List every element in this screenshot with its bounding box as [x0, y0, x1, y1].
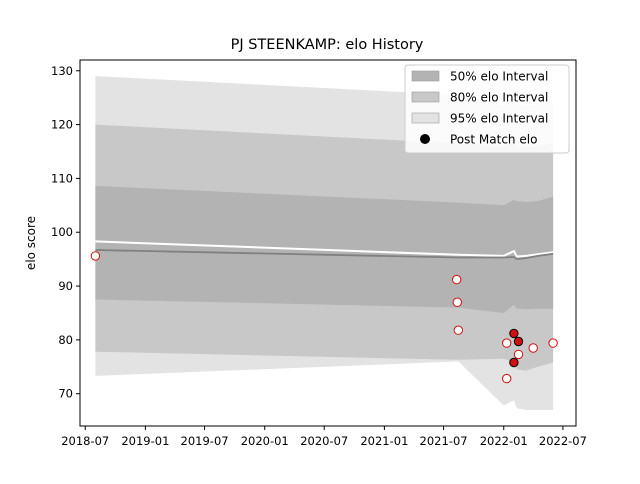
y-axis-label: elo score [24, 216, 38, 270]
plot-area-frame [79, 59, 577, 427]
legend-label: 95% elo Interval [450, 112, 548, 126]
x-tick-label: 2019-07 [181, 434, 229, 448]
post-match-point-filled [513, 336, 524, 347]
x-tick-label: 2018-07 [61, 434, 109, 448]
post-match-point [452, 297, 462, 307]
legend-label: 50% elo Interval [450, 70, 548, 84]
post-match-point [90, 251, 101, 261]
y-axis-ticks: 70 80 90 100 110 120 130 [51, 64, 80, 401]
y-tick-label: 90 [58, 279, 73, 293]
x-tick-label: 2022-01 [480, 434, 528, 448]
x-tick-label: 2022-07 [539, 434, 587, 448]
legend-label: Post Match elo [450, 133, 537, 147]
y-tick-label: 100 [51, 225, 73, 239]
post-match-point [452, 274, 462, 285]
x-tick-label: 2020-01 [241, 434, 289, 448]
post-match-point [453, 325, 463, 335]
legend-swatch [411, 70, 440, 82]
x-tick-label: 2021-07 [420, 434, 468, 448]
post-match-point-filled [509, 328, 519, 339]
post-match-point [548, 338, 558, 348]
y-tick-label: 70 [58, 387, 73, 401]
legend-box [404, 64, 570, 154]
post-match-point [513, 349, 524, 360]
x-tick-label: 2019-01 [121, 434, 169, 448]
x-tick-label: 2020-07 [300, 434, 348, 448]
legend-label: 80% elo Interval [450, 91, 548, 105]
interval-bands [95, 76, 554, 410]
legend-swatch [411, 91, 440, 103]
y-tick-label: 110 [51, 171, 73, 185]
post-match-point-filled [509, 357, 519, 368]
legend-swatch [411, 112, 440, 124]
x-axis-ticks: 2018-07 2019-01 2019-07 2020-01 2020-07 2021-… [61, 426, 587, 448]
post-match-points [90, 251, 558, 384]
post-match-point [502, 373, 512, 384]
y-tick-label: 120 [51, 118, 73, 132]
post-match-point [528, 343, 538, 353]
legend-marker [420, 134, 430, 144]
chart-title: PJ STEENKAMP: elo History [231, 37, 424, 53]
post-match-point [502, 338, 512, 348]
legend: 50% elo Interval 80% elo Interval 95% elo … [404, 64, 570, 154]
expected-elo-line [95, 240, 554, 258]
y-tick-label: 130 [51, 64, 73, 78]
median-elo-line [95, 249, 554, 261]
x-tick-label: 2021-01 [360, 434, 408, 448]
y-tick-label: 80 [58, 333, 73, 347]
elo-lines [95, 240, 554, 261]
